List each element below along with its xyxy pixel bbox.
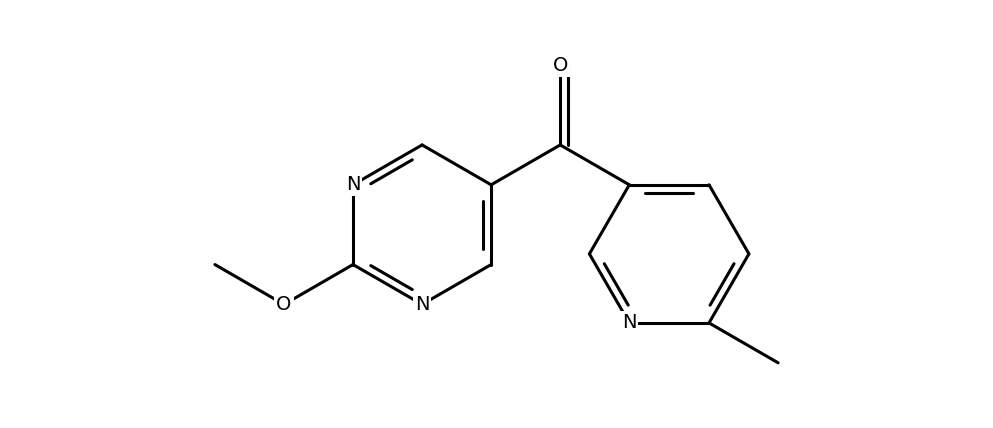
Text: O: O — [276, 295, 292, 314]
Text: N: N — [415, 295, 429, 314]
Text: N: N — [346, 175, 360, 194]
Text: O: O — [552, 56, 568, 75]
Text: N: N — [622, 313, 637, 333]
